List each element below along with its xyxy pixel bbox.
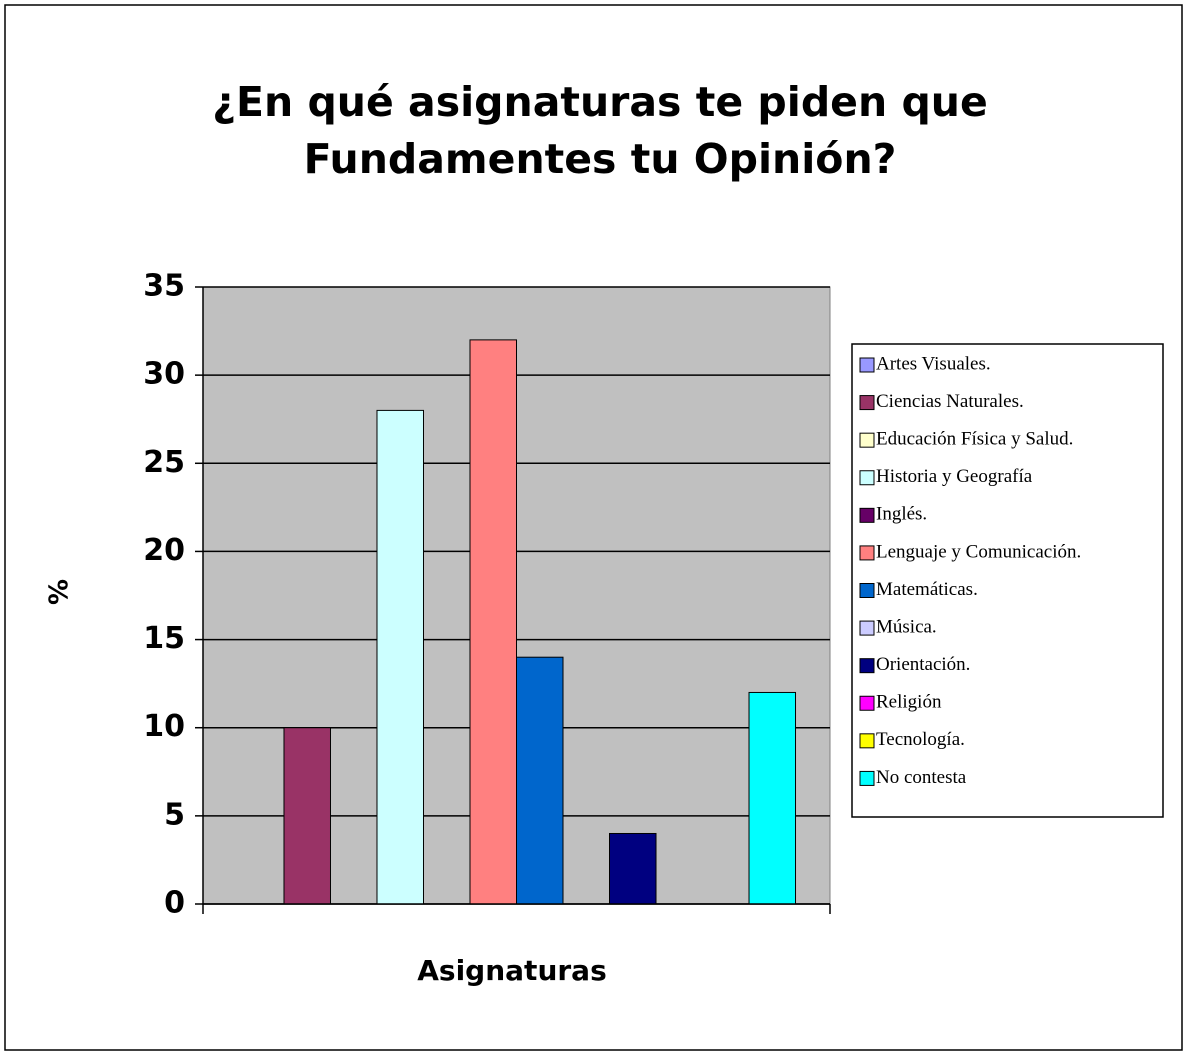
y-axis-label: % [45, 579, 75, 605]
y-tick-label: 10 [143, 709, 185, 744]
bar [469, 339, 517, 905]
legend-label: No contesta [876, 767, 967, 788]
legend-label: Ciencias Naturales. [876, 391, 1024, 412]
legend-swatch [859, 583, 875, 598]
legend-label: Matemáticas. [876, 579, 978, 600]
legend-label: Música. [876, 616, 937, 637]
legend-swatch [859, 395, 875, 411]
legend-label: Inglés. [876, 504, 927, 525]
chart-title: ¿En qué asignaturas te piden que [212, 78, 988, 126]
legend-box [851, 343, 1164, 818]
bar [748, 691, 797, 905]
legend-swatch [859, 770, 875, 786]
legend-swatch [859, 695, 875, 711]
y-tick-label: 0 [164, 886, 185, 921]
x-axis-label: Asignaturas [417, 954, 607, 987]
legend-label: Educación Física y Salud. [876, 429, 1073, 450]
legend-label: Orientación. [876, 654, 970, 675]
legend-swatch [859, 733, 875, 749]
bar [609, 832, 657, 905]
y-tick-label: 5 [164, 797, 185, 832]
legend-swatch [859, 357, 875, 373]
legend-swatch [859, 620, 875, 636]
bar [376, 409, 424, 905]
y-tick-label: 25 [143, 445, 185, 480]
chart-title: Fundamentes tu Opinión? [304, 135, 897, 183]
bar [283, 727, 331, 905]
bar [516, 656, 564, 905]
y-tick-label: 30 [143, 357, 185, 392]
legend-label: Lenguaje y Comunicación. [876, 541, 1081, 562]
y-tick-label: 15 [143, 621, 185, 656]
y-tick-label: 35 [143, 269, 185, 304]
legend-swatch [859, 507, 875, 523]
y-tick-label: 20 [143, 533, 185, 568]
legend-label: Religión [876, 692, 942, 713]
legend-label: Tecnología. [876, 729, 965, 750]
legend-swatch [859, 658, 875, 674]
legend-swatch [859, 432, 875, 448]
legend-label: Historia y Geografía [876, 466, 1033, 487]
legend-label: Artes Visuales. [876, 353, 991, 374]
legend-swatch [859, 470, 875, 486]
legend-swatch [859, 545, 875, 561]
